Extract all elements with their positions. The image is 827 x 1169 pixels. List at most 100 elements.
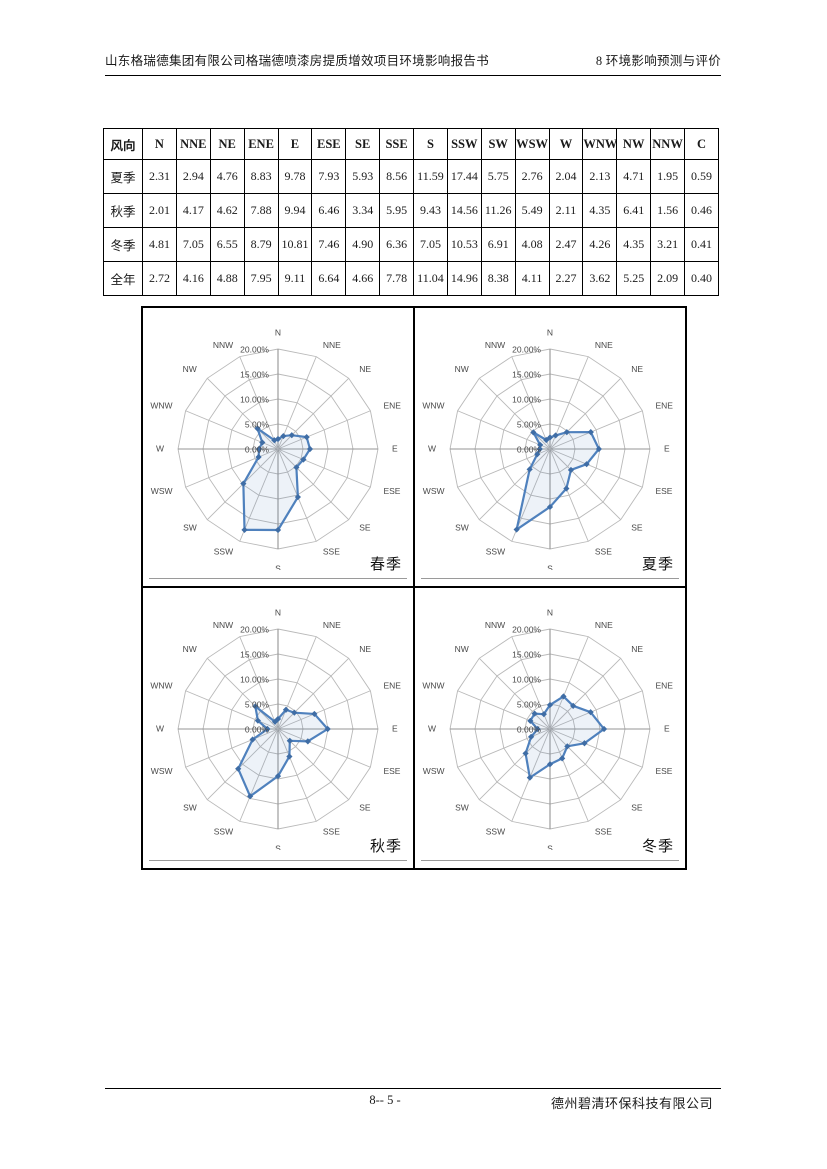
grid-spoke xyxy=(206,657,279,730)
grid-spoke xyxy=(549,728,643,768)
radial-tick-label: 15.00% xyxy=(240,369,269,379)
value-cell: 6.91 xyxy=(480,227,516,262)
direction-label: E xyxy=(392,723,398,733)
value-cell: 2.31 xyxy=(142,159,177,194)
grid-spoke xyxy=(511,728,551,822)
direction-label: S xyxy=(547,563,553,570)
grid-spoke xyxy=(478,728,551,801)
direction-label: NE xyxy=(631,644,643,654)
direction-label: SSW xyxy=(486,827,505,837)
value-cell: 3.62 xyxy=(582,261,618,296)
radial-tick-label: 15.00% xyxy=(512,369,541,379)
value-cell: 2.09 xyxy=(650,261,685,296)
value-cell: 2.13 xyxy=(582,159,618,194)
direction-label: N xyxy=(547,607,553,617)
direction-label: NE xyxy=(631,364,643,374)
direction-label: ENE xyxy=(655,680,673,690)
value-cell: 5.93 xyxy=(345,159,381,194)
direction-label: NNW xyxy=(485,340,505,350)
value-cell: 4.35 xyxy=(616,227,652,262)
direction-label: WNW xyxy=(150,400,172,410)
grid-spoke xyxy=(206,728,279,801)
footer-rule xyxy=(105,1088,721,1089)
table-header-cell: W xyxy=(548,128,584,160)
grid-spoke xyxy=(549,728,622,801)
value-cell: 4.71 xyxy=(616,159,652,194)
value-cell: 10.81 xyxy=(277,227,313,262)
value-cell: 4.11 xyxy=(514,261,550,296)
direction-label: N xyxy=(275,607,281,617)
direction-label: E xyxy=(392,443,398,453)
direction-label: W xyxy=(156,443,164,453)
grid-spoke xyxy=(549,448,643,488)
radial-tick-label: 0.00% xyxy=(517,444,542,454)
wind-rose-svg-autumn: N NNE NE ENE E ESE SE SSE S SSW SW WSW W WNW NW NNW 0.00… xyxy=(150,607,401,850)
grid-spoke xyxy=(457,448,551,488)
direction-label: SSW xyxy=(214,547,233,557)
panel-bottom-rule xyxy=(421,860,679,861)
value-cell: 3.21 xyxy=(650,227,685,262)
value-cell: 2.94 xyxy=(175,159,211,194)
radial-tick-label: 0.00% xyxy=(245,724,270,734)
direction-label: WSW xyxy=(151,486,173,496)
header-right-title: 8 环境影响预测与评价 xyxy=(595,54,721,68)
data-point-marker xyxy=(513,526,520,533)
direction-label: WNW xyxy=(422,400,444,410)
value-cell: 4.26 xyxy=(582,227,618,262)
direction-label: NE xyxy=(359,364,371,374)
value-cell: 0.59 xyxy=(684,159,719,194)
wind-rose-series-line xyxy=(237,705,329,798)
table-header-cell: SSE xyxy=(379,128,414,160)
value-cell: 2.47 xyxy=(548,227,584,262)
table-row: 全年 2.72 4.16 4.88 7.95 9.11 6.64 4.66 7.78 11.04 1… xyxy=(103,261,719,296)
value-cell: 4.62 xyxy=(209,193,245,228)
grid-spoke xyxy=(185,728,279,768)
radial-tick-label: 0.00% xyxy=(517,724,542,734)
direction-label: ESE xyxy=(383,486,400,496)
value-cell: 4.08 xyxy=(514,227,550,262)
direction-label: SE xyxy=(631,522,643,532)
direction-label: W xyxy=(428,443,436,453)
direction-label: NNW xyxy=(213,620,233,630)
radial-tick-label: 20.00% xyxy=(512,624,541,634)
value-cell: 0.46 xyxy=(684,193,719,228)
value-cell: 7.78 xyxy=(379,261,414,296)
season-label-autumn: 秋季 xyxy=(369,839,402,855)
value-cell: 7.93 xyxy=(311,159,347,194)
chart-panel-autumn: N NNE NE ENE E ESE SE SSE S SSW SW WSW W WNW NW NNW 0.00… xyxy=(143,588,415,868)
value-cell: 11.04 xyxy=(413,261,448,296)
header-left-title: 山东格瑞德集团有限公司格瑞德喷漆房提质增效项目环境影响报告书 xyxy=(105,54,490,68)
panel-bottom-rule xyxy=(149,860,407,861)
grid-spoke xyxy=(457,690,551,730)
direction-label: NW xyxy=(183,364,197,374)
table-header-cell: NNW xyxy=(650,128,685,160)
grid-spoke xyxy=(549,448,622,521)
direction-label: SSE xyxy=(323,547,340,557)
value-cell: 11.59 xyxy=(413,159,448,194)
table-header-row: 风向 N NNE NE ENE E ESE SE SSE S SSW SW WSW W WNW NW NNW C xyxy=(103,128,719,160)
table-header-cell: N xyxy=(142,128,177,160)
grid-spoke xyxy=(239,448,279,542)
direction-label: NNE xyxy=(323,620,341,630)
value-cell: 9.11 xyxy=(277,261,313,296)
table-header-cell: ENE xyxy=(243,128,279,160)
value-cell: 4.81 xyxy=(142,227,177,262)
chart-panel-spring: N NNE NE ENE E ESE SE SSE S SSW SW WSW W WNW NW NNW 0.00… xyxy=(143,308,415,588)
table-header-cell: NW xyxy=(616,128,652,160)
data-point-marker xyxy=(291,709,298,716)
radial-tick-label: 5.00% xyxy=(517,699,542,709)
direction-label: W xyxy=(156,723,164,733)
data-point-marker xyxy=(546,701,554,709)
value-cell: 4.16 xyxy=(175,261,211,296)
table-header-cell: SW xyxy=(480,128,516,160)
wind-frequency-table-wrap: 风向 N NNE NE ENE E ESE SE SSE S SSW SW WSW W WNW NW NNW C … xyxy=(103,128,719,296)
row-label-cell: 秋季 xyxy=(103,193,143,228)
data-point-marker xyxy=(271,437,278,444)
grid-spoke xyxy=(549,657,622,730)
grid-spoke xyxy=(277,636,317,730)
direction-label: N xyxy=(547,327,553,337)
data-point-marker xyxy=(255,445,263,453)
wind-rose-svg-spring: N NNE NE ENE E ESE SE SSE S SSW SW WSW W WNW NW NNW 0.00… xyxy=(150,327,401,570)
value-cell: 7.05 xyxy=(413,227,448,262)
